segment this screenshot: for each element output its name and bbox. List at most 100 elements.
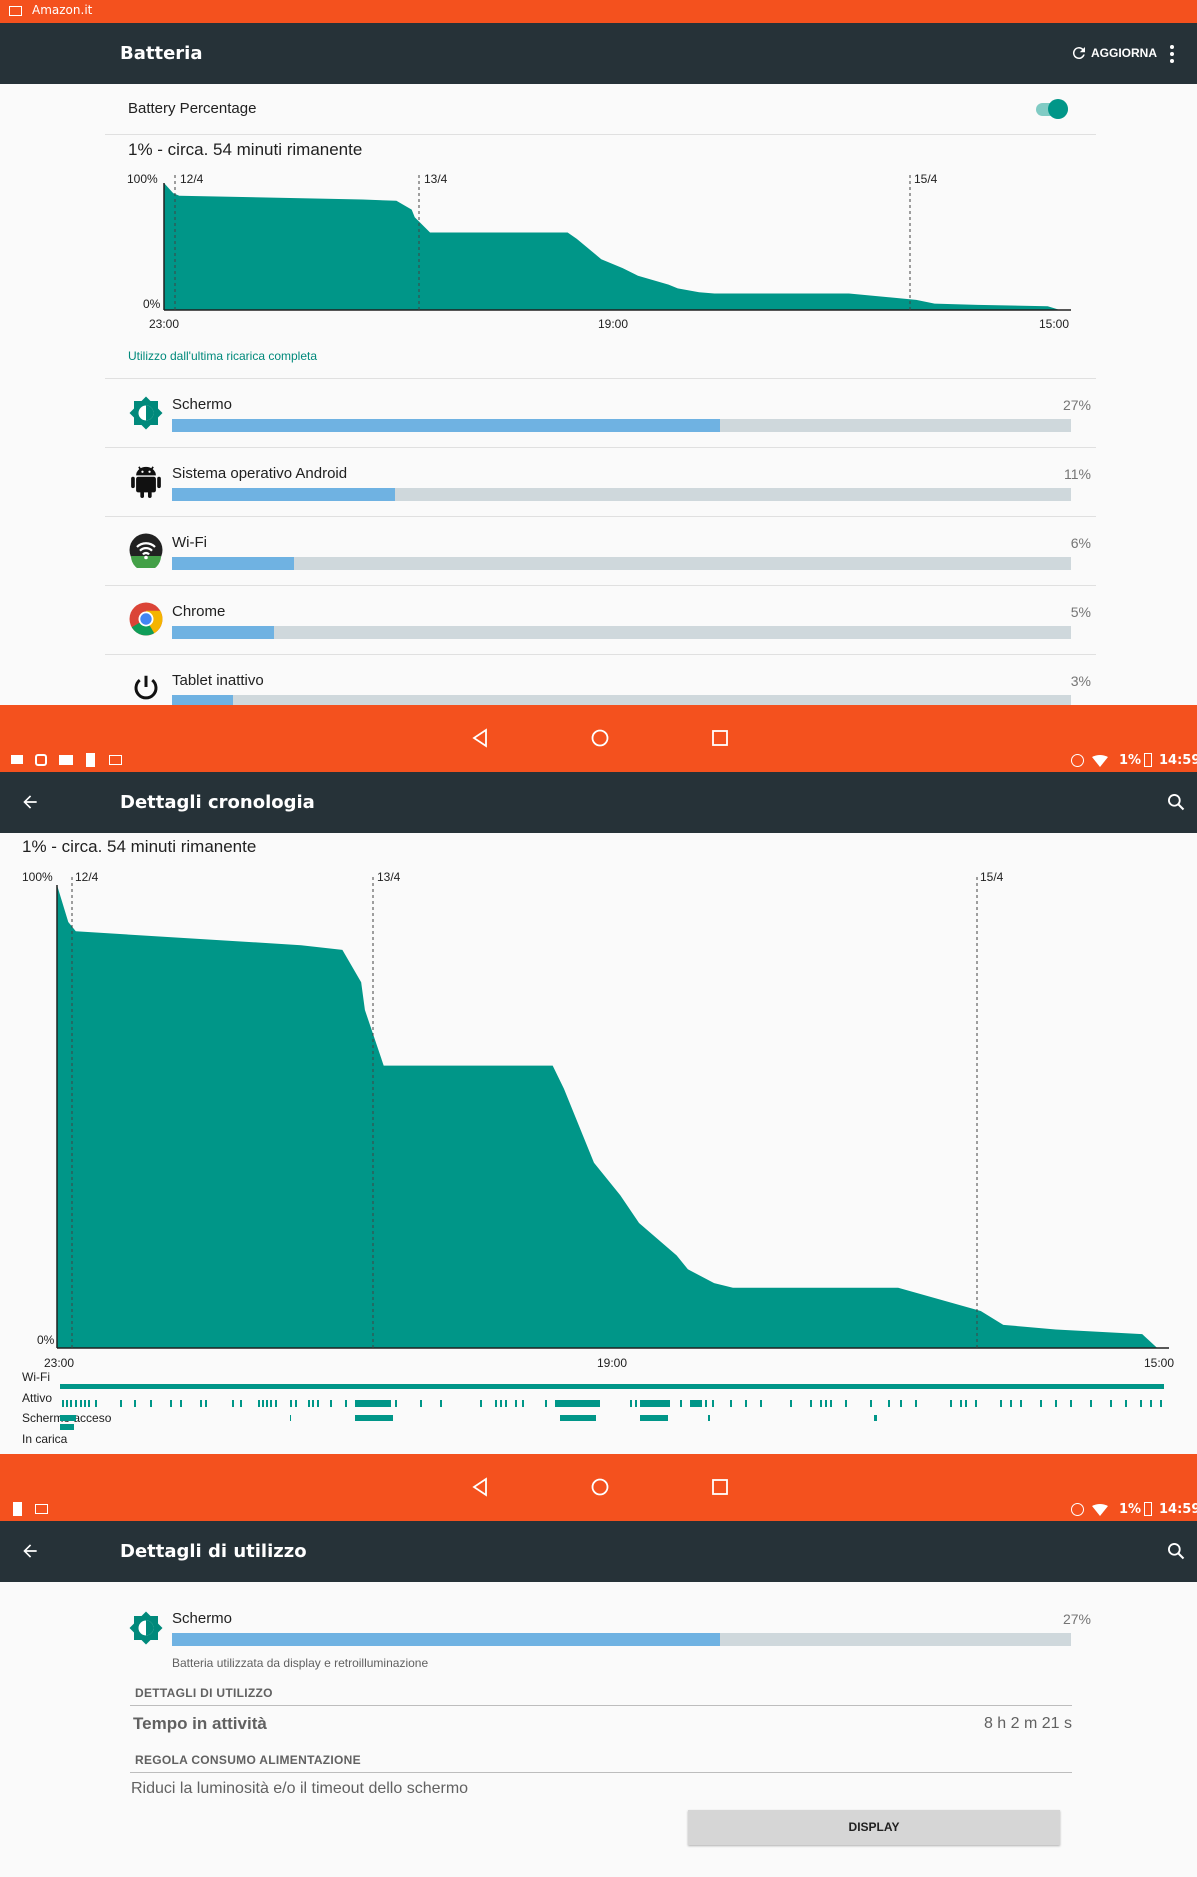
active-tick (730, 1400, 732, 1407)
usage-bar (172, 626, 1071, 639)
back-nav-icon[interactable] (470, 728, 490, 748)
usage-bar (172, 419, 1071, 432)
status-bar: 1% 14:59 (0, 749, 1197, 772)
active-tick (1020, 1400, 1022, 1407)
home-nav-icon[interactable] (590, 1477, 610, 1497)
active-tick (317, 1400, 319, 1407)
active-tick (84, 1400, 86, 1407)
active-tick (630, 1400, 632, 1407)
active-tick (705, 1400, 707, 1407)
active-tick (262, 1400, 264, 1407)
active-tick (258, 1400, 260, 1407)
home-nav-icon[interactable] (590, 728, 610, 748)
active-tick (1125, 1400, 1127, 1407)
section-header-power: REGOLA CONSUMO ALIMENTAZIONE (135, 1753, 361, 1767)
screen-on-block (640, 1415, 668, 1421)
power-icon (134, 675, 158, 700)
chart-date-marker: 15/4 (980, 870, 1004, 884)
display-button-label: DISPLAY (848, 1820, 900, 1834)
active-tick (120, 1400, 122, 1407)
active-tick (888, 1400, 890, 1407)
active-tick (680, 1400, 682, 1407)
active-tick (200, 1400, 202, 1407)
section-header-usage: DETTAGLI DI UTILIZZO (135, 1686, 273, 1700)
active-block (690, 1400, 702, 1407)
track-label-active: Attivo (22, 1391, 53, 1405)
more-icon[interactable] (1168, 44, 1176, 64)
status-bar: Amazon.it (0, 0, 1197, 23)
battery-status-icon (1144, 1502, 1152, 1516)
usage-since-charge-link[interactable]: Utilizzo dall'ultima ricarica completa (128, 349, 318, 363)
active-tick (960, 1400, 962, 1407)
app-row-android[interactable]: Sistema operativo Android 11% (105, 447, 1096, 515)
app-bar: Dettagli di utilizzo (0, 1521, 1197, 1582)
battery-percentage-label: Battery Percentage (128, 100, 257, 117)
active-tick (312, 1400, 314, 1407)
back-arrow-icon[interactable] (20, 1541, 40, 1561)
clock: 14:59 (1159, 1502, 1197, 1517)
mail-icon (59, 755, 73, 765)
instagram-icon (35, 754, 47, 766)
active-tick (66, 1400, 68, 1407)
active-tick (760, 1400, 762, 1407)
refresh-icon (1072, 47, 1085, 60)
app-percent: 6% (1070, 535, 1091, 551)
wifi-icon (129, 533, 163, 568)
mail-icon (9, 6, 22, 16)
active-tick (240, 1400, 242, 1407)
brightness-icon (129, 1611, 163, 1645)
clock: 14:59 (1159, 753, 1197, 768)
app-row-schermo[interactable]: Schermo 27% (105, 378, 1096, 446)
active-tick (1110, 1400, 1112, 1407)
track-label-wifi: Wi-Fi (22, 1370, 50, 1384)
display-button[interactable]: DISPLAY (688, 1810, 1060, 1845)
chart-y-bottom: 0% (143, 297, 161, 311)
dnd-icon (1071, 754, 1084, 767)
active-tick (95, 1400, 97, 1407)
battery-history-chart (56, 877, 1169, 1349)
app-row-wifi[interactable]: Wi-Fi 6% (105, 516, 1096, 585)
active-tick (295, 1400, 297, 1407)
active-tick (505, 1400, 507, 1407)
active-block (640, 1400, 670, 1407)
back-arrow-icon[interactable] (20, 792, 40, 812)
usage-bar (172, 695, 1071, 705)
recents-nav-icon[interactable] (710, 1477, 730, 1497)
active-tick (480, 1400, 482, 1407)
search-icon[interactable] (1166, 792, 1186, 812)
app-percent: 5% (1070, 604, 1091, 620)
back-nav-icon[interactable] (470, 1477, 490, 1497)
chart-x-label: 15:00 (1144, 1356, 1175, 1370)
active-time-label: Tempo in attività (133, 1714, 267, 1733)
active-tick (88, 1400, 90, 1407)
app-bar: Dettagli cronologia (0, 772, 1197, 833)
usage-bar (172, 488, 1071, 501)
battery-percentage-toggle[interactable] (1034, 98, 1070, 120)
image-icon (35, 1504, 48, 1514)
active-tick (440, 1400, 442, 1407)
chrome-icon (129, 602, 163, 636)
screen-on-block (874, 1415, 877, 1421)
active-tick (845, 1400, 847, 1407)
chart-x-label: 19:00 (597, 1356, 628, 1370)
active-tick (150, 1400, 152, 1407)
active-tick (900, 1400, 902, 1407)
app-percent: 11% (1064, 466, 1091, 482)
app-percent: 3% (1070, 673, 1091, 689)
chart-x-label: 23:00 (149, 317, 180, 331)
chart-y-bottom: 0% (37, 1333, 55, 1347)
app-row-tablet-idle[interactable]: Tablet inattivo 3% (105, 654, 1096, 705)
active-tick (870, 1400, 872, 1407)
track-label-charging: In carica (22, 1432, 68, 1446)
page-title: Dettagli cronologia (120, 792, 315, 813)
search-icon[interactable] (1166, 1541, 1186, 1561)
chart-y-top: 100% (127, 172, 158, 186)
active-tick (266, 1400, 268, 1407)
active-tick (62, 1400, 64, 1407)
status-bar: 1% 14:59 (0, 1498, 1197, 1521)
active-tick (915, 1400, 917, 1407)
notification-text: Amazon.it (32, 3, 93, 17)
app-row-chrome[interactable]: Chrome 5% (105, 585, 1096, 654)
active-tick (395, 1400, 397, 1407)
recents-nav-icon[interactable] (710, 728, 730, 748)
